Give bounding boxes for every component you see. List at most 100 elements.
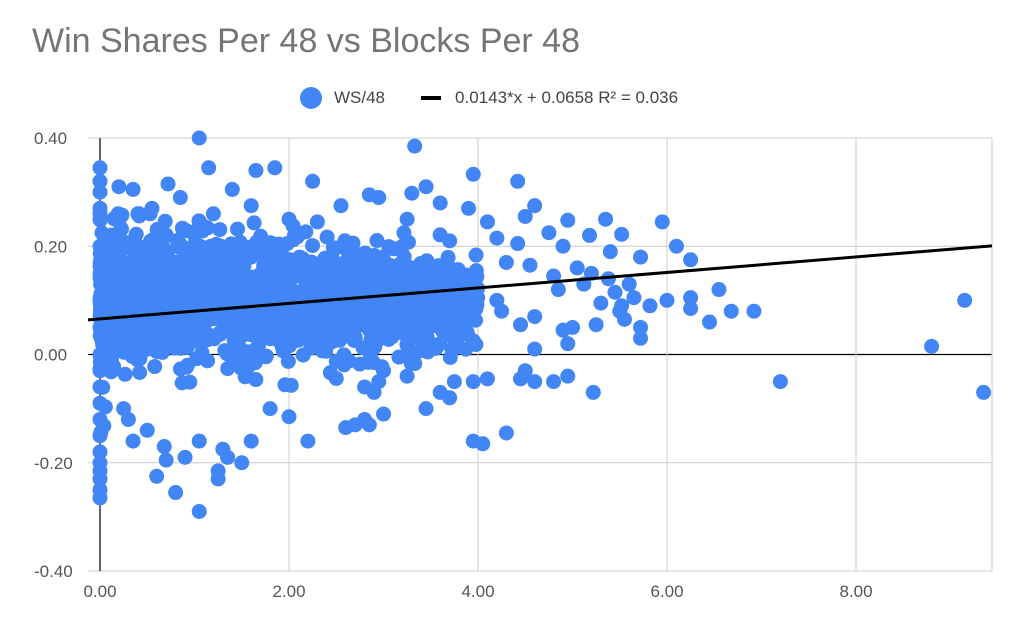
data-point (513, 317, 529, 333)
x-tick-label: 8.00 (839, 582, 872, 601)
data-point (160, 336, 176, 352)
data-point (110, 266, 126, 282)
data-point (199, 220, 215, 236)
data-point (550, 282, 566, 298)
data-point (291, 227, 307, 243)
data-point (92, 173, 108, 189)
data-point (136, 277, 152, 293)
data-point (468, 247, 484, 263)
data-point (125, 181, 141, 197)
legend-label-ws48: WS/48 (334, 88, 386, 107)
data-point (148, 273, 164, 289)
data-point (92, 428, 108, 444)
data-point (444, 342, 460, 358)
data-point (145, 333, 161, 349)
data-point (498, 425, 514, 441)
data-point (384, 329, 400, 345)
data-point (442, 390, 458, 406)
data-point (602, 244, 618, 260)
data-point (585, 384, 601, 400)
x-tick-label: 4.00 (461, 582, 494, 601)
data-point (711, 282, 727, 298)
data-point (92, 411, 108, 427)
data-point (418, 401, 434, 417)
data-point (281, 282, 297, 298)
data-point (92, 490, 108, 506)
data-point (111, 179, 127, 195)
data-point (360, 354, 376, 370)
data-point (621, 276, 637, 292)
data-point (149, 288, 165, 304)
data-point (527, 374, 543, 390)
data-point (281, 211, 297, 227)
data-point (541, 225, 557, 241)
data-point (243, 198, 259, 214)
data-point (92, 363, 108, 379)
data-point (156, 439, 172, 455)
data-point (188, 297, 204, 313)
data-point (143, 235, 159, 251)
data-point (262, 401, 278, 417)
data-point (208, 236, 224, 252)
data-point (381, 239, 397, 255)
x-tick-label: 6.00 (650, 582, 683, 601)
data-point (479, 214, 495, 230)
data-point (423, 265, 439, 281)
data-point (205, 206, 221, 222)
data-point (262, 289, 278, 305)
data-point (172, 361, 188, 377)
data-point (442, 319, 458, 335)
data-point (92, 200, 108, 216)
data-point (527, 198, 543, 214)
data-point (224, 181, 240, 197)
data-point (399, 211, 415, 227)
data-point (588, 317, 604, 333)
data-point (291, 252, 307, 268)
data-point (172, 190, 188, 206)
data-point (582, 227, 598, 243)
data-point (924, 338, 940, 354)
data-point (465, 166, 481, 182)
x-tick-label: 0.00 (83, 582, 116, 601)
data-point (292, 266, 308, 282)
data-point (338, 319, 354, 335)
data-point (498, 254, 514, 270)
data-point (446, 374, 462, 390)
data-point (178, 285, 194, 301)
data-point (229, 321, 245, 337)
data-point (131, 333, 147, 349)
data-point (307, 332, 323, 348)
data-point (281, 409, 297, 425)
data-point (555, 322, 571, 338)
data-point (212, 222, 228, 238)
data-point (465, 333, 481, 349)
data-point (275, 249, 291, 265)
data-point (357, 282, 373, 298)
data-point (251, 337, 267, 353)
data-point (668, 238, 684, 254)
data-point (230, 221, 246, 237)
legend-marker-trendline (421, 96, 442, 100)
data-point (442, 233, 458, 249)
y-tick-label: -0.20 (34, 454, 73, 473)
data-point (149, 468, 165, 484)
data-point (309, 214, 325, 230)
data-point (191, 433, 207, 449)
data-point (116, 401, 132, 417)
data-point (191, 503, 207, 519)
data-point (258, 348, 274, 364)
y-tick-label: 0.20 (34, 237, 67, 256)
data-point (130, 206, 146, 222)
data-point (234, 455, 250, 471)
data-point (378, 258, 394, 274)
data-point (111, 213, 127, 229)
data-point (295, 323, 311, 339)
data-point (298, 291, 314, 307)
data-point (328, 353, 344, 369)
data-point (432, 336, 448, 352)
data-point (437, 306, 453, 322)
data-point (560, 336, 576, 352)
data-point (517, 208, 533, 224)
data-point (772, 374, 788, 390)
